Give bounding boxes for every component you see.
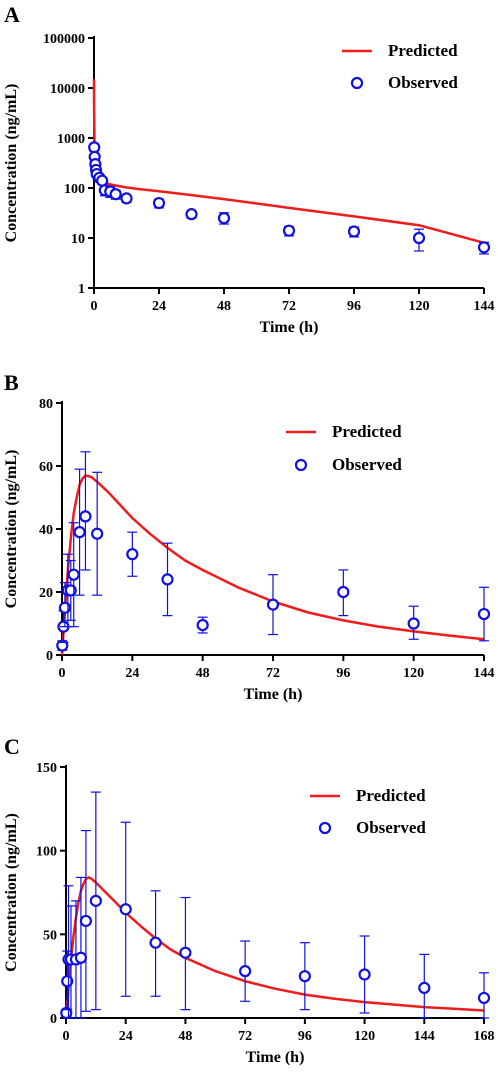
predicted-line bbox=[64, 876, 485, 1019]
y-axis-title: Concentration (ng/mL) bbox=[3, 84, 20, 243]
observed-point bbox=[126, 548, 139, 561]
y-tick-label: 60 bbox=[39, 460, 53, 475]
y-tick-label: 1000 bbox=[57, 132, 85, 147]
observed-point bbox=[79, 914, 93, 928]
observed-point bbox=[418, 981, 431, 994]
y-tick-label: 20 bbox=[39, 586, 53, 601]
legend-label-observed: Observed bbox=[388, 73, 458, 92]
predicted-line bbox=[60, 474, 485, 656]
observed-point bbox=[266, 598, 280, 611]
x-axis-title: Time (h) bbox=[244, 686, 303, 703]
observed-point bbox=[407, 617, 420, 630]
observed-point bbox=[185, 208, 198, 221]
y-axis-title: Concentration (ng/mL) bbox=[3, 813, 20, 972]
x-tick-label: 96 bbox=[347, 299, 361, 314]
chart-panel-c: C 0 24 48 72 96 120 144 168 0 50 100 150 Time (h) Conc… bbox=[3, 734, 495, 1066]
legend-label-predicted: Predicted bbox=[356, 786, 426, 805]
y-tick-label: 1 bbox=[78, 282, 85, 297]
legend-marker-swatch bbox=[350, 76, 364, 90]
x-tick-label: 48 bbox=[196, 666, 210, 681]
x-tick-label: 144 bbox=[414, 1029, 435, 1044]
y-tick-label: 100000 bbox=[43, 32, 85, 47]
observed-point bbox=[152, 196, 166, 210]
y-tick-label: 0 bbox=[50, 1012, 57, 1027]
y-tick-label: 40 bbox=[39, 523, 53, 538]
observed-point bbox=[179, 946, 192, 959]
observed-point bbox=[412, 231, 426, 245]
y-tick-label: 50 bbox=[43, 928, 57, 943]
observed-point bbox=[347, 225, 361, 238]
x-tick-label: 144 bbox=[474, 299, 495, 314]
y-tick-label: 100 bbox=[36, 845, 57, 860]
panel-label: A bbox=[4, 2, 20, 27]
observed-point bbox=[73, 526, 86, 539]
observed-point bbox=[120, 192, 133, 205]
observed-point bbox=[161, 573, 174, 586]
legend-label-predicted: Predicted bbox=[332, 422, 402, 441]
x-tick-label: 120 bbox=[354, 1029, 375, 1044]
x-tick-label: 96 bbox=[336, 666, 350, 681]
x-tick-label: 0 bbox=[91, 299, 98, 314]
x-tick-label: 24 bbox=[125, 666, 139, 681]
y-tick-label: 10 bbox=[71, 232, 85, 247]
x-tick-label: 24 bbox=[152, 299, 166, 314]
observed-point bbox=[67, 568, 80, 581]
x-axis-title: Time (h) bbox=[246, 1049, 305, 1066]
chart-panel-a: A 0 24 48 72 96 120 144 1 10 100 1000 10000 100000 Tim… bbox=[3, 2, 495, 336]
observed-point bbox=[79, 510, 92, 523]
x-tick-label: 168 bbox=[474, 1029, 495, 1044]
y-tick-label: 100 bbox=[64, 182, 85, 197]
legend-marker-swatch bbox=[318, 821, 332, 835]
observed-point bbox=[477, 991, 491, 1005]
y-axis-title: Concentration (ng/mL) bbox=[3, 450, 20, 609]
observed-point bbox=[298, 970, 311, 983]
legend-label-observed: Observed bbox=[332, 455, 402, 474]
panel-label: B bbox=[4, 370, 19, 395]
observed-point bbox=[149, 936, 162, 949]
chart-panel-b: B 0 24 48 72 96 120 144 0 20 40 60 80 Time (h) Concent… bbox=[3, 370, 495, 703]
x-tick-label: 120 bbox=[409, 299, 430, 314]
predicted-line bbox=[92, 79, 485, 245]
panel-label: C bbox=[4, 734, 20, 759]
y-tick-label: 80 bbox=[39, 397, 53, 412]
x-tick-label: 144 bbox=[474, 666, 495, 681]
y-tick-label: 10000 bbox=[50, 82, 85, 97]
x-tick-label: 48 bbox=[178, 1029, 192, 1044]
observed-point bbox=[109, 188, 122, 201]
observed-point bbox=[477, 241, 491, 254]
y-tick-label: 150 bbox=[36, 761, 57, 776]
x-tick-label: 72 bbox=[266, 666, 280, 681]
observed-point bbox=[61, 975, 74, 988]
x-axis-title: Time (h) bbox=[260, 319, 319, 336]
observed-point bbox=[119, 903, 132, 916]
observed-point bbox=[56, 639, 69, 652]
x-tick-label: 0 bbox=[59, 666, 66, 681]
observed-point bbox=[89, 894, 102, 907]
observed-point bbox=[217, 212, 231, 225]
observed-point bbox=[358, 968, 371, 981]
observed-point bbox=[477, 607, 491, 621]
observed-point bbox=[74, 951, 88, 964]
x-tick-label: 120 bbox=[403, 666, 424, 681]
x-tick-label: 96 bbox=[298, 1029, 312, 1044]
x-tick-label: 48 bbox=[217, 299, 231, 314]
observed-point bbox=[282, 224, 296, 237]
observed-point bbox=[96, 174, 109, 187]
x-tick-label: 0 bbox=[63, 1029, 70, 1044]
x-tick-label: 24 bbox=[119, 1029, 133, 1044]
legend-label-observed: Observed bbox=[356, 818, 426, 837]
observed-point bbox=[196, 618, 209, 632]
x-tick-label: 72 bbox=[282, 299, 296, 314]
y-tick-label: 0 bbox=[46, 649, 53, 664]
x-tick-label: 72 bbox=[238, 1029, 252, 1044]
legend-marker-swatch bbox=[294, 458, 308, 472]
observed-point bbox=[91, 527, 104, 540]
observed-point bbox=[239, 965, 252, 978]
observed-point bbox=[337, 585, 350, 599]
legend-label-predicted: Predicted bbox=[388, 41, 458, 60]
